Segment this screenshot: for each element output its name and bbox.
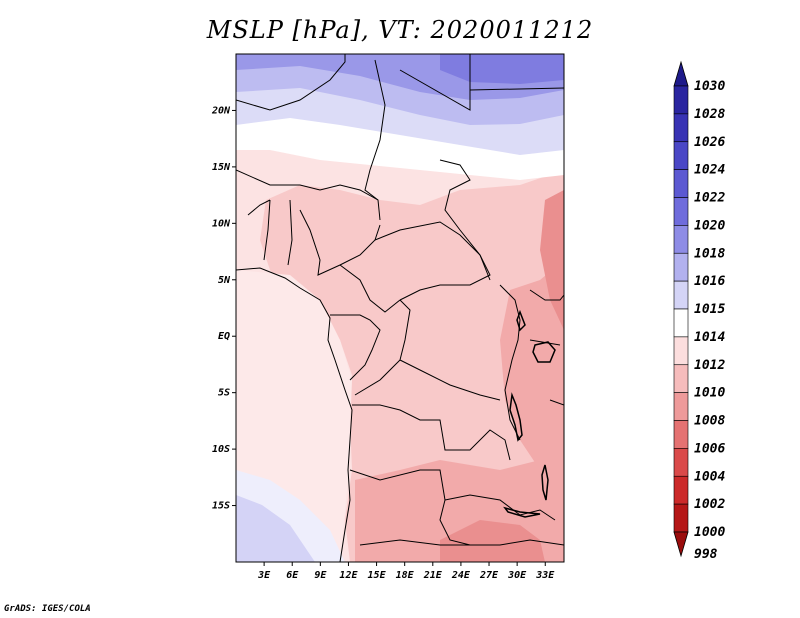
field-1015-north [236, 80, 564, 155]
lon-tick-label: 33E [535, 570, 555, 581]
colorbar-swatch [673, 169, 689, 198]
lat-tick-label: 15N [212, 162, 231, 173]
field-1006-south [440, 520, 545, 562]
colorbar-swatch [673, 197, 689, 226]
colorbar-swatch [673, 308, 689, 338]
lakes [503, 309, 556, 518]
lon-tick-label: 6E [286, 570, 299, 581]
colorbar-label: 1026 [694, 135, 725, 150]
colorbar-swatch [673, 448, 689, 477]
lon-tick-label: 30E [507, 570, 527, 581]
longitude-axis: 3E 6E 9E 12E 15E 18E 21E 24E 27E 30E 33E [257, 562, 555, 581]
field-1020-ne [440, 54, 564, 84]
lon-tick-label: 3E [257, 570, 271, 581]
border-drc-south [352, 404, 511, 461]
colorbar-label: 1010 [694, 386, 725, 401]
colorbar-swatch [673, 141, 689, 170]
field-1016-north [236, 60, 564, 125]
colorbar-label: 1012 [694, 358, 725, 373]
border-drc [354, 299, 501, 401]
border-east [499, 284, 521, 441]
colorbar-label: 1004 [694, 469, 725, 484]
colorbar-label: 1002 [694, 497, 725, 512]
border-west-small [247, 199, 293, 266]
map-frame [235, 53, 565, 563]
lon-tick-label: 24E [451, 570, 471, 581]
field-1016-sw [236, 495, 315, 562]
colorbar-label: 1016 [694, 274, 725, 289]
colorbar-label: 998 [694, 547, 718, 562]
lake-kariba [503, 506, 541, 518]
country-borders [236, 54, 564, 562]
colorbar-swatch [673, 475, 689, 505]
lon-tick-label: 18E [396, 570, 415, 581]
lon-tick-label: 15E [368, 570, 387, 581]
colorbar-label: 1008 [694, 414, 725, 429]
lon-tick-label: 12E [339, 570, 358, 581]
colorbar: 1030 1028 1026 1024 1022 1020 1018 1016 1015 1014… [673, 60, 725, 562]
colorbar-label: 1022 [694, 191, 725, 206]
field-1014-north [236, 110, 564, 180]
lake-tanganyika [509, 392, 523, 442]
colorbar-swatch [673, 225, 689, 254]
border-sw [359, 539, 564, 546]
colorbar-swatch [673, 113, 689, 143]
colorbar-swatch [673, 252, 689, 282]
lon-tick-label: 27E [479, 570, 499, 581]
border-sahel [236, 169, 379, 201]
lat-tick-label: 5S [218, 388, 230, 399]
lon-tick-label: 9E [314, 570, 327, 581]
colorbar-label: 1006 [694, 441, 725, 456]
border-gabon-congo [330, 314, 381, 381]
grads-credit: GrADS: IGES/COLA [4, 604, 91, 614]
border-angola [349, 469, 471, 546]
colorbar-label: 1018 [694, 246, 725, 261]
colorbar-top-arrow [673, 60, 689, 87]
border-north-1 [236, 54, 346, 111]
lat-tick-label: EQ [218, 331, 230, 342]
border-chad [439, 159, 491, 281]
lat-tick-label: 5N [218, 275, 231, 286]
border-nigeria [299, 209, 381, 276]
latitude-axis: 20N 15N 10N 5N EQ 5S 10S 15S [211, 105, 236, 512]
colorbar-label: 1024 [694, 163, 725, 178]
colorbar-swatch [673, 280, 689, 310]
pressure-field [236, 54, 564, 562]
colorbar-bottom-arrow [673, 531, 689, 558]
colorbar-swatch [673, 364, 689, 393]
lat-tick-label: 10S [212, 444, 230, 455]
border-zambia [444, 494, 556, 521]
border-north-3 [399, 54, 471, 111]
lat-tick-label: 10N [212, 218, 231, 229]
lat-tick-label: 15S [212, 501, 230, 512]
lake-malawi [541, 464, 549, 501]
colorbar-swatch [673, 336, 689, 366]
lake-victoria [532, 341, 556, 363]
colorbar-label: 1030 [694, 79, 725, 94]
lat-tick-label: 20N [211, 105, 231, 116]
colorbar-label: 1028 [694, 107, 725, 122]
coastline-west-africa [236, 267, 353, 562]
colorbar-swatch [673, 503, 689, 533]
colorbar-label: 1015 [694, 302, 725, 317]
colorbar-swatch [673, 420, 689, 449]
colorbar-label: 1020 [694, 218, 725, 233]
border-north-4 [469, 87, 564, 91]
lake-albert [516, 309, 526, 332]
border-cameroon [339, 264, 401, 313]
colorbar-label: 1014 [694, 330, 725, 345]
chart-title: MSLP [hPa], VT: 2020011212 [206, 16, 594, 44]
lon-tick-label: 21E [423, 570, 443, 581]
colorbar-swatch [673, 392, 689, 421]
colorbar-swatch [673, 85, 689, 115]
colorbar-label: 1000 [694, 525, 725, 540]
field-1006-east [540, 190, 564, 330]
field-1008-east [500, 260, 564, 470]
border-car [374, 221, 491, 301]
